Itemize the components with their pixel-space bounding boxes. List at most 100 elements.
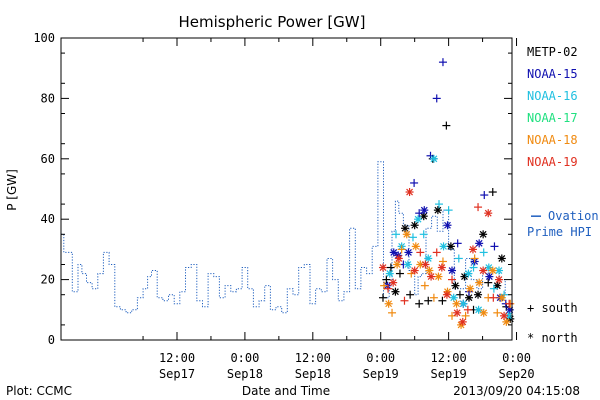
data-point-noaa-19	[437, 263, 446, 272]
marker-stroke	[459, 318, 467, 326]
marker-stroke	[401, 224, 409, 232]
data-point-noaa-16	[403, 260, 412, 269]
data-point-metp-02	[386, 263, 395, 272]
data-point-noaa-15	[410, 178, 419, 187]
data-point-metp-02	[410, 221, 419, 230]
data-point-noaa-15	[404, 248, 413, 257]
data-point-noaa-16	[439, 242, 448, 251]
x-tick-label-time: 0:00	[230, 351, 259, 365]
data-point-noaa-19	[400, 296, 409, 305]
data-point-noaa-16	[459, 299, 468, 308]
marker-stroke	[389, 279, 397, 287]
data-point-noaa-18	[402, 230, 411, 239]
data-point-metp-02	[451, 281, 460, 290]
legend-entry-noaa-17: NOAA-17	[527, 111, 578, 125]
data-point-metp-02	[406, 290, 415, 299]
legend-marker-south: + south	[527, 301, 578, 315]
data-point-noaa-18	[466, 284, 475, 293]
data-point-noaa-16	[408, 233, 417, 242]
marker-stroke	[461, 273, 468, 281]
x-axis-label: Date and Time	[242, 384, 330, 398]
marker-stroke	[438, 264, 446, 271]
data-point-noaa-15	[475, 239, 484, 248]
satellite-points	[378, 58, 515, 329]
legend-entry-noaa-18: NOAA-18	[527, 133, 578, 147]
data-point-noaa-16	[385, 269, 394, 278]
marker-stroke	[493, 282, 501, 290]
marker-stroke	[414, 215, 422, 223]
data-point-noaa-19	[410, 266, 419, 275]
data-point-metp-02	[401, 224, 410, 233]
data-point-noaa-18	[479, 308, 488, 317]
marker-stroke	[404, 261, 412, 268]
data-point-metp-02	[424, 296, 433, 305]
data-point-noaa-15	[438, 58, 447, 67]
data-point-noaa-19	[484, 209, 493, 218]
x-tick-label-date: Sep20	[498, 367, 534, 381]
data-point-noaa-19	[427, 272, 436, 281]
data-point-noaa-18	[502, 317, 511, 326]
data-point-noaa-18	[457, 320, 466, 329]
data-point-noaa-18	[493, 308, 502, 317]
data-point-noaa-16	[391, 230, 400, 239]
data-point-noaa-18	[452, 299, 461, 308]
marker-stroke	[495, 276, 503, 284]
marker-stroke	[385, 300, 393, 308]
marker-stroke	[390, 248, 398, 256]
data-point-noaa-16	[444, 206, 453, 215]
data-point-metp-02	[455, 290, 464, 299]
marker-stroke	[495, 267, 503, 274]
data-point-noaa-19	[474, 203, 483, 212]
data-point-metp-02	[446, 242, 455, 251]
legend-marker-north: * north	[527, 331, 578, 345]
data-point-metp-02	[488, 188, 497, 197]
marker-stroke	[498, 294, 506, 302]
chart-title: Hemispheric Power [GW]	[179, 13, 366, 31]
marker-stroke	[395, 255, 403, 262]
x-tick-label-time: 12:00	[295, 351, 331, 365]
x-tick-label-time: 12:00	[159, 351, 195, 365]
marker-stroke	[485, 264, 493, 271]
marker-stroke	[469, 245, 477, 253]
data-point-noaa-18	[420, 281, 429, 290]
data-point-noaa-15	[485, 272, 494, 281]
legend-ovation-label-2: Prime HPI	[527, 225, 592, 239]
data-point-noaa-15	[432, 94, 441, 103]
marker-stroke	[453, 309, 461, 317]
data-point-metp-02	[438, 296, 447, 305]
data-point-noaa-15	[453, 239, 462, 248]
plot-credit: Plot: CCMC	[6, 384, 72, 398]
data-point-noaa-19	[453, 308, 462, 317]
x-tick-label-date: Sep18	[227, 367, 263, 381]
y-tick-label: 40	[41, 212, 55, 226]
data-point-noaa-19	[458, 317, 467, 326]
marker-stroke	[392, 288, 399, 296]
data-point-noaa-19	[394, 254, 403, 263]
data-point-noaa-15	[389, 248, 398, 257]
marker-stroke	[453, 300, 460, 308]
data-point-noaa-18	[425, 266, 434, 275]
marker-stroke	[451, 282, 459, 290]
legend-entry-noaa-16: NOAA-16	[527, 89, 578, 103]
x-tick-label-time: 0:00	[366, 351, 395, 365]
data-point-noaa-16	[419, 230, 428, 239]
marker-stroke	[465, 294, 473, 302]
data-point-noaa-16	[435, 200, 444, 209]
marker-stroke	[406, 188, 414, 196]
data-point-metp-02	[382, 275, 391, 284]
data-point-metp-02	[391, 287, 400, 296]
y-tick-label: 80	[41, 91, 55, 105]
data-point-noaa-19	[448, 275, 457, 284]
data-point-noaa-16	[489, 284, 498, 293]
data-point-noaa-18	[434, 272, 443, 281]
data-point-noaa-18	[411, 242, 420, 251]
data-point-noaa-19	[416, 248, 425, 257]
x-tick-label-time: 0:00	[502, 351, 531, 365]
data-point-metp-02	[395, 269, 404, 278]
data-point-metp-02	[497, 254, 506, 263]
marker-stroke	[405, 248, 412, 256]
data-point-noaa-19	[489, 293, 498, 302]
data-point-metp-02	[474, 290, 483, 299]
data-point-noaa-18	[497, 293, 506, 302]
